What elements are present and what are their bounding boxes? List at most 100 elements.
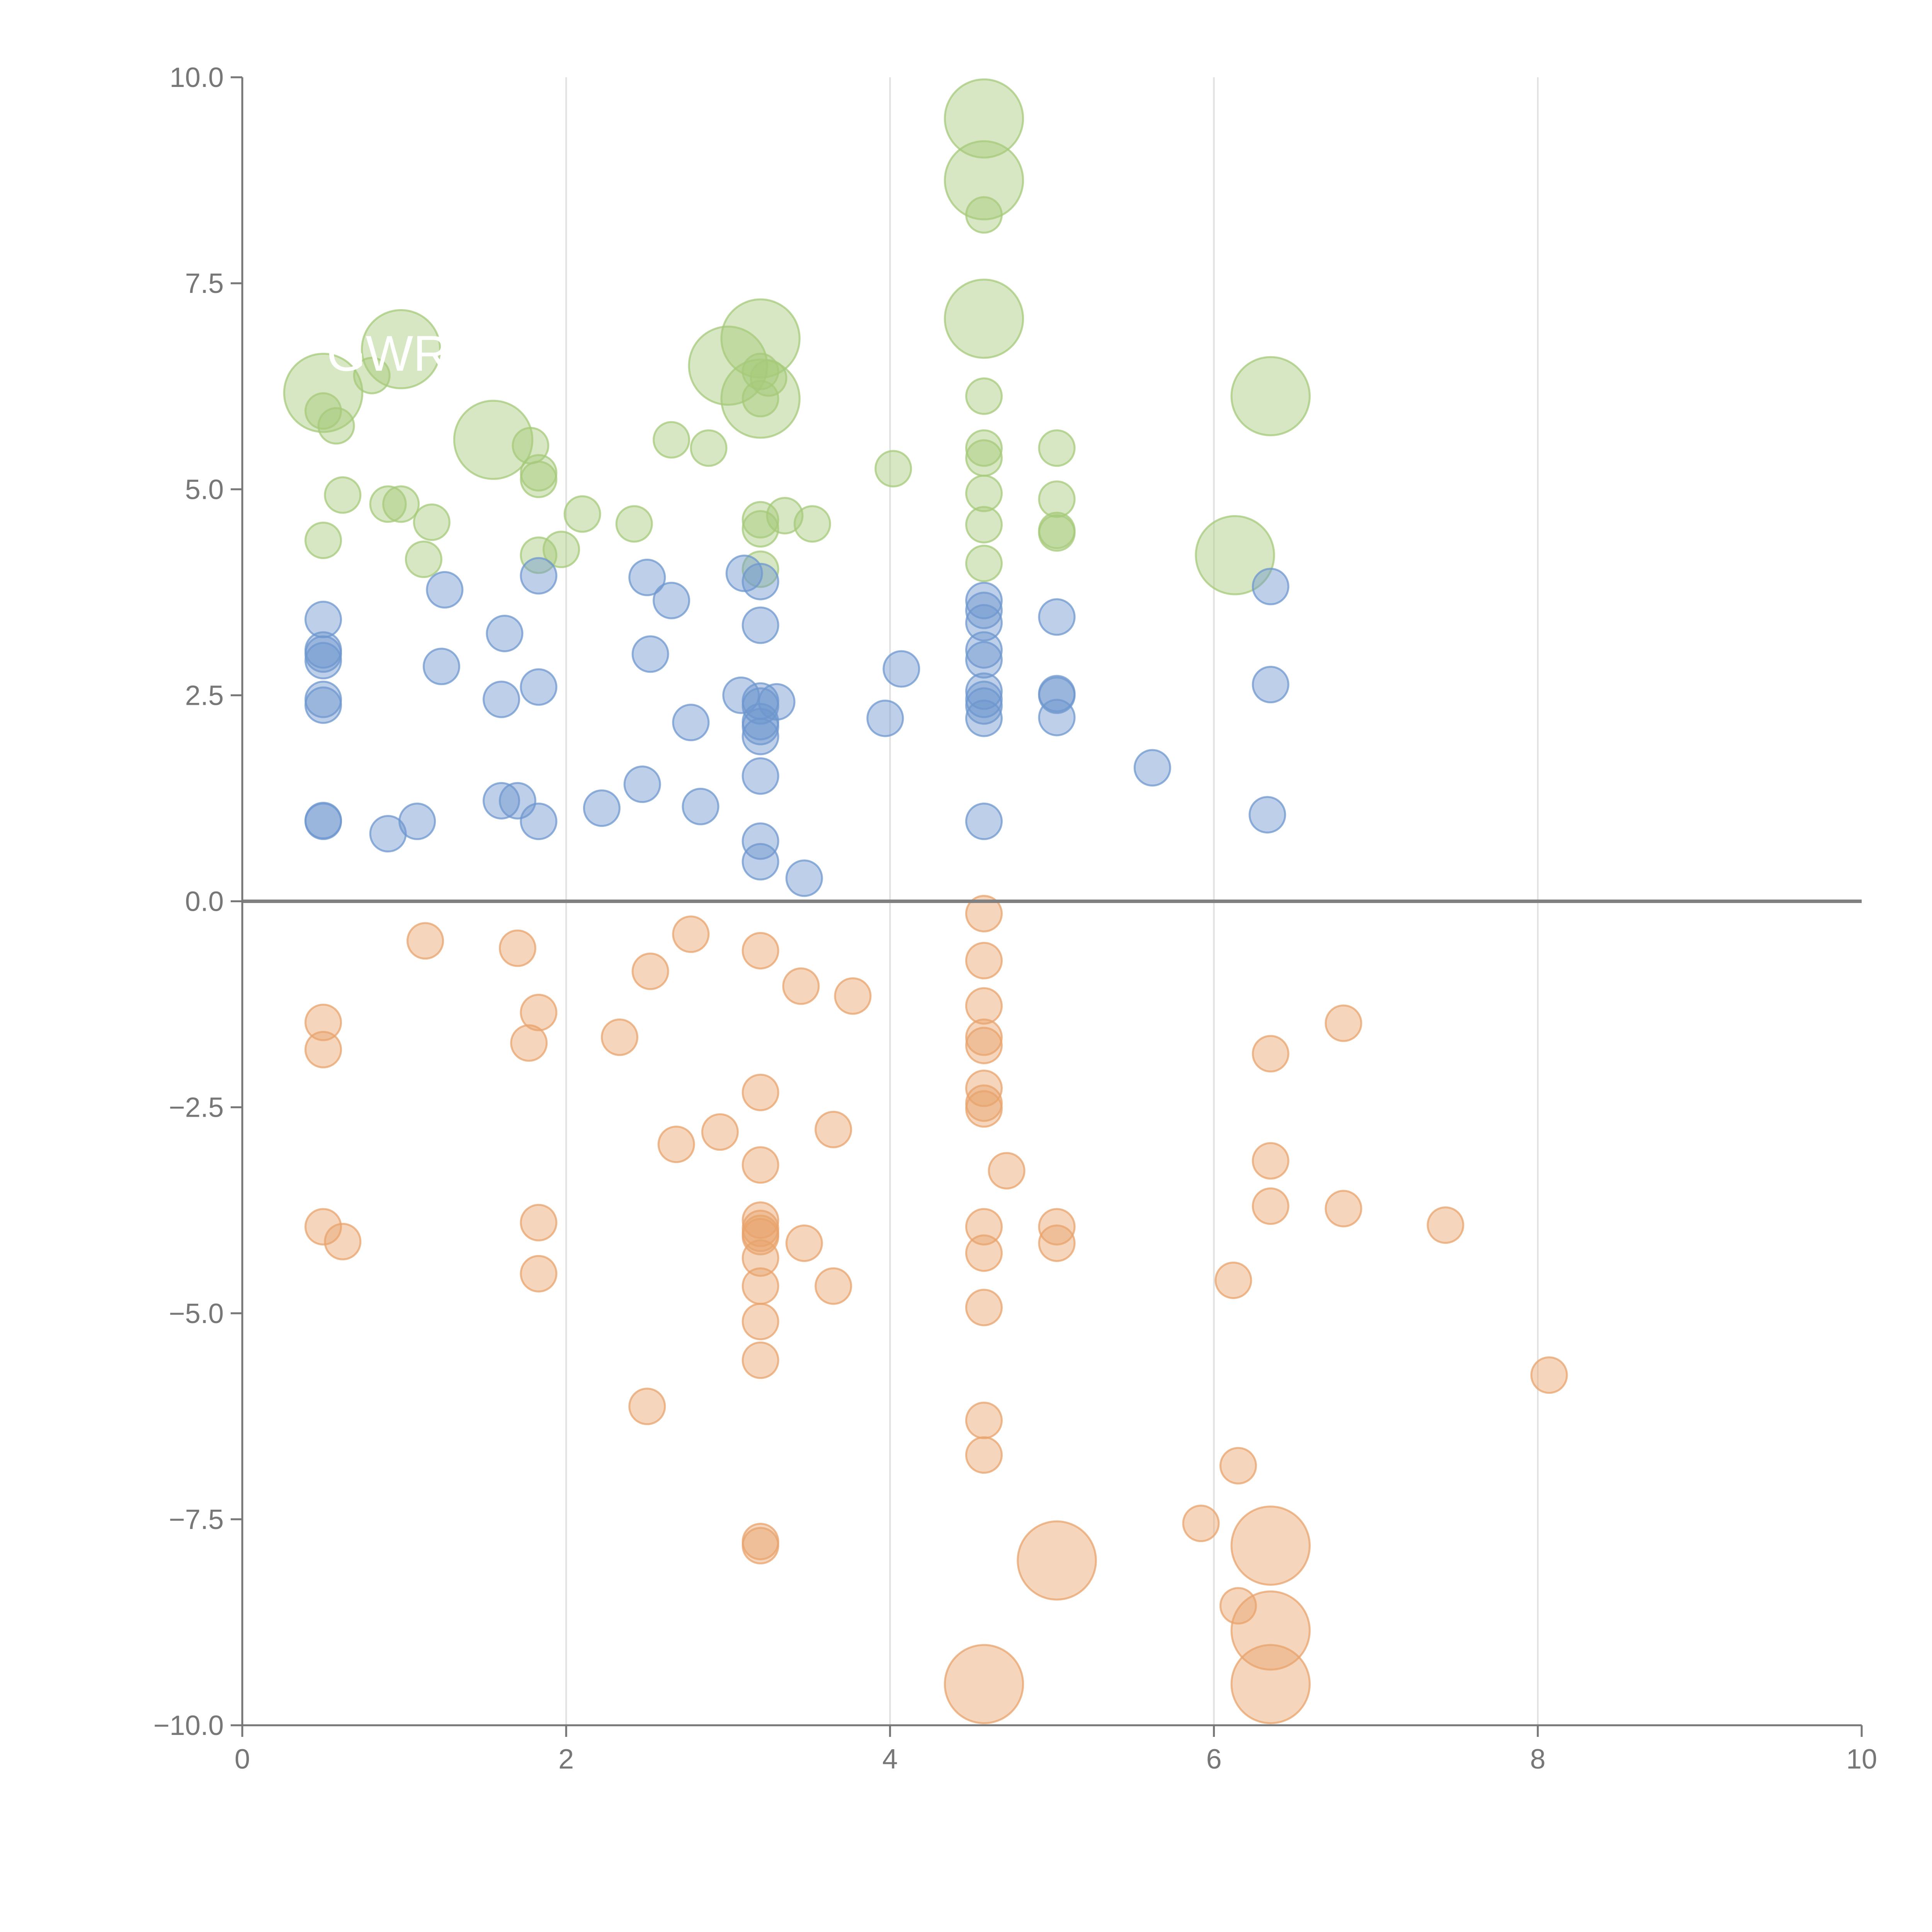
point-green-18: [742, 380, 779, 418]
point-blue-42: [1038, 699, 1076, 736]
point-blue-13: [486, 614, 524, 652]
point-orange-43: [742, 1239, 779, 1277]
point-blue-1: [628, 558, 666, 596]
point-orange-42: [1038, 1224, 1076, 1262]
point-orange-23: [701, 1113, 739, 1151]
point-orange-49: [965, 1289, 1003, 1327]
y-tick-label: −10.0: [153, 1710, 224, 1741]
point-orange-30: [1325, 1190, 1362, 1228]
point-blue-35: [965, 687, 1003, 725]
point-green-24: [965, 429, 1003, 467]
point-orange-56: [1219, 1447, 1257, 1485]
point-orange-57: [1182, 1505, 1220, 1543]
point-orange-20: [742, 1073, 779, 1111]
point-blue-54: [520, 803, 558, 840]
point-green-42: [1038, 514, 1076, 552]
point-orange-3: [498, 929, 536, 967]
point-blue-44: [623, 765, 661, 803]
point-orange-64: [944, 1644, 1024, 1725]
point-green-15: [965, 377, 1003, 415]
point-orange-62: [1219, 1587, 1257, 1625]
point-orange-40: [324, 1223, 362, 1260]
y-tick-label: 0.0: [185, 886, 224, 917]
point-blue-0: [520, 557, 558, 595]
point-orange-48: [815, 1267, 852, 1305]
point-orange-55: [965, 1436, 1003, 1474]
point-orange-0: [965, 895, 1003, 932]
point-green-11: [1195, 515, 1275, 595]
point-green-4: [720, 298, 801, 379]
point-orange-25: [657, 1126, 695, 1163]
point-orange-19: [965, 1070, 1003, 1107]
point-orange-10: [520, 993, 558, 1031]
point-orange-38: [1038, 1208, 1076, 1246]
y-tick-label: 2.5: [185, 680, 224, 711]
y-tick-label: 5.0: [185, 474, 224, 505]
y-tick-label: −5.0: [169, 1298, 224, 1329]
point-blue-4: [426, 571, 464, 609]
point-orange-28: [988, 1152, 1026, 1190]
point-green-48: [965, 544, 1003, 582]
point-orange-24: [815, 1111, 852, 1148]
point-orange-12: [1325, 1004, 1362, 1042]
point-green-39: [965, 506, 1003, 544]
point-blue-56: [369, 815, 407, 853]
point-orange-50: [742, 1303, 779, 1340]
point-orange-14: [965, 1018, 1003, 1056]
x-tick-label: 8: [1530, 1744, 1546, 1775]
y-tick-label: 10.0: [170, 62, 224, 93]
point-orange-51: [742, 1341, 779, 1379]
point-green-47: [742, 550, 779, 588]
point-orange-9: [965, 987, 1003, 1025]
point-green-13: [304, 392, 342, 430]
point-orange-47: [742, 1267, 779, 1305]
point-green-20: [690, 429, 728, 467]
point-green-38: [965, 474, 1003, 512]
x-tick-label: 6: [1206, 1744, 1222, 1775]
point-orange-37: [965, 1208, 1003, 1246]
point-orange-61: [1017, 1520, 1097, 1601]
point-blue-21: [883, 650, 920, 688]
point-orange-39: [1427, 1206, 1464, 1244]
point-orange-46: [1214, 1261, 1252, 1299]
point-green-32: [563, 495, 601, 533]
point-orange-13: [601, 1018, 639, 1056]
point-blue-8: [1252, 568, 1289, 605]
point-blue-5: [653, 582, 690, 619]
point-green-7: [361, 309, 441, 389]
point-blue-45: [742, 757, 779, 795]
point-orange-41: [785, 1224, 823, 1262]
point-blue-22: [520, 668, 558, 706]
x-tick-label: 0: [235, 1744, 250, 1775]
point-green-3: [944, 279, 1024, 359]
point-blue-57: [742, 822, 779, 860]
point-orange-27: [1252, 1142, 1289, 1180]
point-orange-16: [965, 1027, 1003, 1065]
point-blue-19: [965, 641, 1003, 679]
point-green-46: [543, 531, 580, 568]
point-orange-53: [628, 1388, 666, 1425]
point-orange-2: [406, 922, 444, 960]
point-blue-36: [965, 699, 1003, 737]
point-green-44: [405, 541, 442, 578]
point-green-5: [720, 358, 801, 439]
point-blue-3: [742, 563, 779, 600]
point-label: GWR: [327, 325, 449, 381]
point-green-27: [874, 450, 912, 488]
point-blue-11: [742, 606, 779, 644]
point-orange-6: [631, 952, 669, 990]
point-blue-26: [1038, 676, 1076, 714]
point-orange-60: [1230, 1505, 1311, 1586]
point-green-29: [369, 485, 407, 523]
point-blue-53: [398, 803, 436, 840]
y-tick-label: 7.5: [185, 268, 224, 299]
point-green-40: [1038, 480, 1076, 518]
point-blue-16: [304, 642, 342, 680]
point-orange-22: [965, 1090, 1003, 1128]
point-orange-32: [520, 1204, 558, 1242]
point-blue-37: [672, 704, 710, 742]
point-orange-11: [304, 1003, 342, 1041]
point-orange-18: [1252, 1035, 1289, 1073]
